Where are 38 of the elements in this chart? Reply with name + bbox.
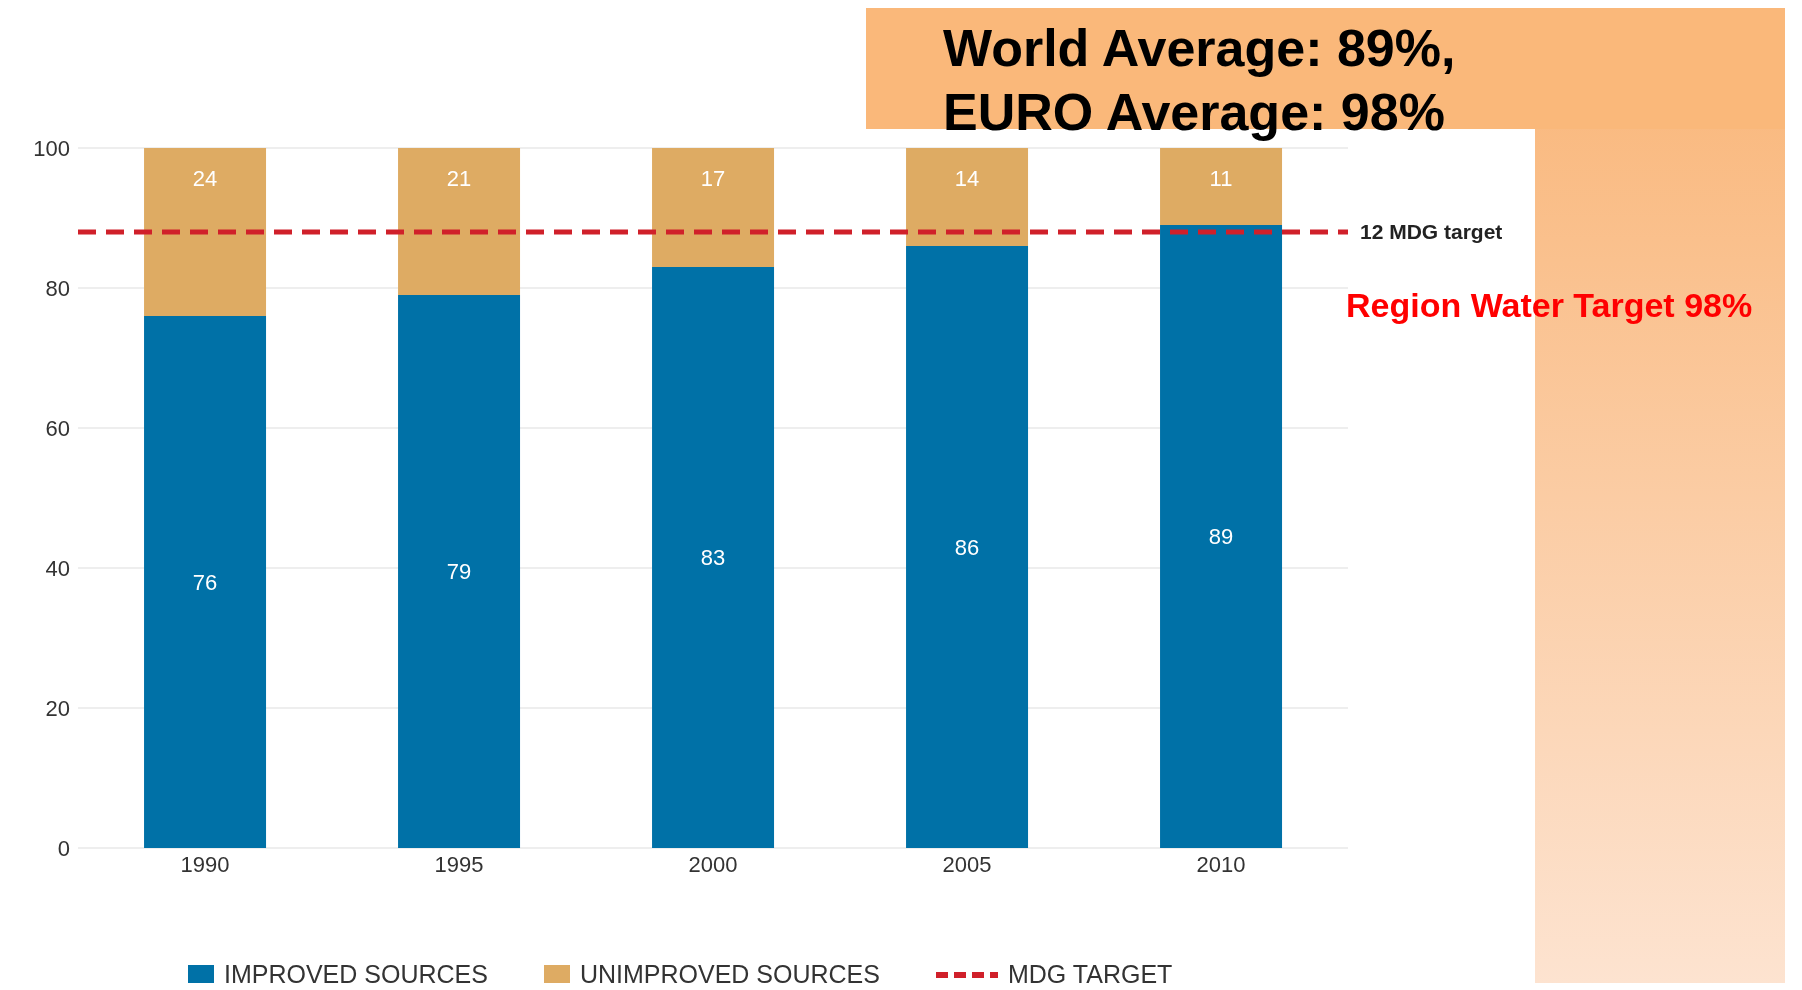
bar — [1160, 225, 1283, 848]
data-label: 79 — [446, 559, 472, 585]
legend-label: IMPROVED SOURCES — [224, 960, 488, 985]
data-label: 89 — [1208, 524, 1234, 550]
annotation: Region Water Target 98% — [1346, 286, 1753, 325]
data-label: 14 — [954, 165, 980, 191]
y-tick-label: 0 — [57, 835, 70, 861]
text: MDG TARGET — [1007, 960, 1173, 985]
data-label: 76 — [192, 569, 218, 595]
ref-line-label: 12 MDG target — [1360, 220, 1503, 243]
y-tick-label: 80 — [45, 275, 70, 301]
legend-label: UNIMPROVED SOURCES — [579, 960, 880, 985]
bar — [906, 148, 1029, 246]
bar — [652, 148, 775, 267]
bar — [144, 316, 267, 848]
x-tick-label: 2000 — [688, 851, 738, 877]
y-tick-label: 100 — [33, 135, 70, 161]
x-tick-label: 2010 — [1196, 851, 1246, 877]
x-tick-label: 1995 — [434, 851, 484, 877]
bar — [144, 148, 267, 316]
data-label: 24 — [192, 165, 218, 191]
data-label: 21 — [446, 165, 472, 191]
data-label: 11 — [1209, 165, 1233, 191]
x-tick-label: 1990 — [180, 851, 230, 877]
y-tick-label: 60 — [45, 415, 70, 441]
bar — [398, 295, 521, 848]
data-label: 83 — [700, 545, 726, 571]
y-tick-label: 20 — [45, 695, 70, 721]
text: EURO Average: 98% — [943, 82, 1446, 143]
text: World Average: 89%, — [943, 18, 1456, 79]
data-label: 17 — [700, 165, 726, 191]
x-tick-label: 2005 — [942, 851, 992, 877]
y-tick-label: 40 — [45, 555, 70, 581]
bar — [906, 246, 1029, 848]
bar — [652, 267, 775, 848]
bar — [1160, 148, 1283, 225]
bar — [398, 148, 521, 295]
data-label: 86 — [954, 534, 980, 560]
